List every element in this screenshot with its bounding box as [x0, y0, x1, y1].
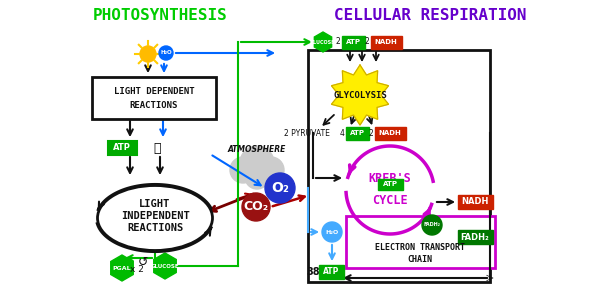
- Text: GLUCOSE: GLUCOSE: [310, 39, 336, 44]
- Text: NADH: NADH: [461, 197, 489, 206]
- FancyBboxPatch shape: [92, 77, 216, 119]
- Circle shape: [245, 165, 269, 189]
- FancyBboxPatch shape: [457, 195, 493, 209]
- Text: ATP: ATP: [113, 144, 131, 153]
- FancyBboxPatch shape: [457, 229, 493, 244]
- Text: KREB'S: KREB'S: [369, 171, 411, 184]
- Text: GLYCOLYSIS: GLYCOLYSIS: [333, 90, 387, 99]
- Circle shape: [265, 173, 295, 203]
- Text: H₂O: H₂O: [160, 50, 172, 55]
- Text: FADH₂: FADH₂: [424, 222, 441, 227]
- Text: PHOTOSYNTHESIS: PHOTOSYNTHESIS: [93, 8, 227, 23]
- Text: GLUCOSE: GLUCOSE: [150, 264, 179, 269]
- Circle shape: [240, 146, 274, 180]
- Text: 4: 4: [340, 128, 345, 137]
- Text: CO₂: CO₂: [244, 200, 268, 213]
- Text: FADH₂: FADH₂: [461, 233, 489, 242]
- Circle shape: [422, 215, 442, 235]
- Text: NADH: NADH: [379, 130, 401, 136]
- Text: ATP: ATP: [382, 181, 398, 187]
- FancyBboxPatch shape: [375, 126, 405, 139]
- Ellipse shape: [97, 186, 212, 251]
- Text: 2 PYRUVATE: 2 PYRUVATE: [284, 128, 330, 137]
- Text: CYCLE: CYCLE: [372, 193, 408, 206]
- Text: 2: 2: [365, 37, 369, 46]
- Text: 2: 2: [336, 37, 340, 46]
- Text: ATP: ATP: [346, 39, 360, 45]
- Circle shape: [242, 193, 270, 221]
- Text: NADH: NADH: [375, 39, 398, 45]
- Text: CHAIN: CHAIN: [408, 255, 432, 264]
- Circle shape: [258, 157, 284, 183]
- Text: H₂O: H₂O: [325, 229, 339, 235]
- FancyBboxPatch shape: [346, 126, 369, 139]
- Text: 2: 2: [369, 128, 373, 137]
- Text: ATMOSPHERE: ATMOSPHERE: [228, 144, 286, 153]
- Text: 38: 38: [306, 267, 320, 277]
- Text: REACTIONS: REACTIONS: [127, 223, 183, 233]
- Text: ATP: ATP: [323, 267, 339, 276]
- Text: PGAL: PGAL: [113, 266, 132, 271]
- Text: ↺: ↺: [137, 255, 148, 269]
- Text: LIGHT DEPENDENT: LIGHT DEPENDENT: [114, 88, 194, 97]
- Text: ATP: ATP: [349, 130, 365, 136]
- Circle shape: [322, 222, 342, 242]
- Polygon shape: [332, 65, 389, 125]
- Text: REACTIONS: REACTIONS: [130, 102, 178, 110]
- FancyBboxPatch shape: [107, 140, 136, 155]
- Text: x 2: x 2: [130, 264, 144, 273]
- Circle shape: [159, 46, 173, 60]
- FancyBboxPatch shape: [371, 35, 402, 48]
- FancyBboxPatch shape: [378, 179, 402, 189]
- Text: ELECTRON TRANSPORT: ELECTRON TRANSPORT: [375, 244, 465, 253]
- Circle shape: [140, 46, 156, 62]
- Text: 🚛: 🚛: [153, 142, 160, 155]
- FancyBboxPatch shape: [342, 35, 365, 48]
- Text: O₂: O₂: [271, 181, 289, 195]
- FancyBboxPatch shape: [319, 264, 343, 278]
- Circle shape: [230, 157, 256, 183]
- Text: INDEPENDENT: INDEPENDENT: [120, 211, 189, 221]
- FancyBboxPatch shape: [346, 216, 495, 268]
- Text: LIGHT: LIGHT: [139, 199, 171, 209]
- Text: CELLULAR RESPIRATION: CELLULAR RESPIRATION: [334, 8, 526, 23]
